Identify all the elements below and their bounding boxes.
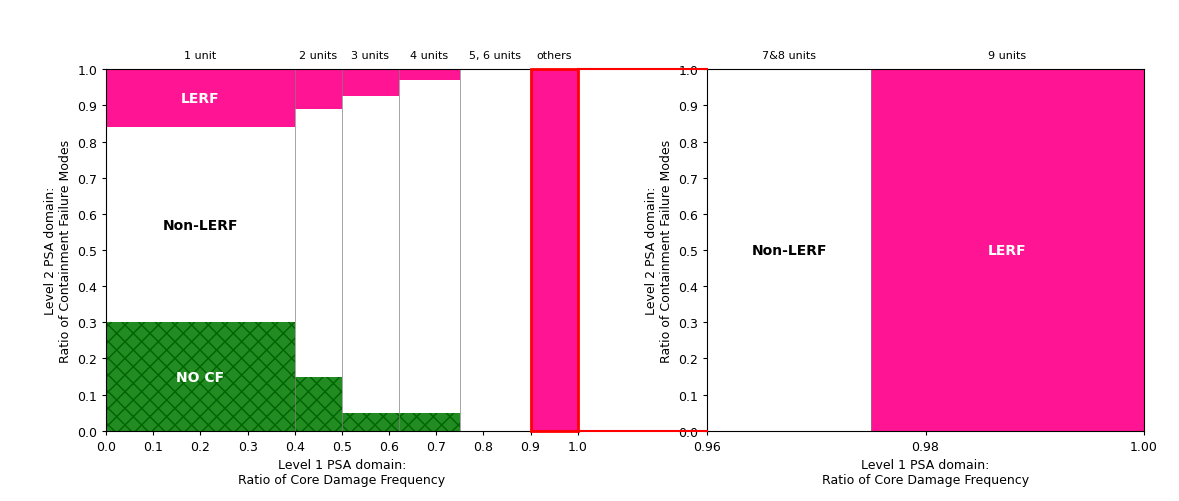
Bar bbox=[342, 70, 399, 431]
Bar bbox=[295, 377, 342, 431]
Bar bbox=[707, 70, 871, 431]
Text: others: others bbox=[536, 51, 572, 61]
Text: 9 units: 9 units bbox=[988, 51, 1027, 61]
Bar bbox=[399, 70, 460, 431]
Text: Non-LERF: Non-LERF bbox=[751, 243, 826, 258]
Text: 5, 6 units: 5, 6 units bbox=[469, 51, 521, 61]
Text: NO CF: NO CF bbox=[177, 370, 224, 384]
X-axis label: Level 1 PSA domain:
Ratio of Core Damage Frequency: Level 1 PSA domain: Ratio of Core Damage… bbox=[822, 458, 1029, 486]
Bar bbox=[531, 70, 578, 431]
Text: LERF: LERF bbox=[988, 243, 1027, 258]
Bar bbox=[295, 377, 342, 431]
Bar bbox=[342, 413, 399, 431]
Bar bbox=[106, 70, 295, 431]
Bar bbox=[531, 70, 578, 431]
Bar bbox=[531, 70, 578, 431]
Bar bbox=[106, 70, 295, 128]
Bar bbox=[871, 70, 1144, 431]
Text: 1 unit: 1 unit bbox=[184, 51, 217, 61]
Bar bbox=[399, 70, 460, 81]
Bar bbox=[460, 70, 531, 431]
Bar bbox=[295, 70, 342, 431]
Text: 3 units: 3 units bbox=[351, 51, 389, 61]
Bar bbox=[399, 413, 460, 431]
Bar bbox=[871, 70, 1144, 431]
Bar bbox=[295, 70, 342, 110]
Bar bbox=[106, 323, 295, 431]
Bar bbox=[399, 70, 460, 81]
Text: LERF: LERF bbox=[182, 92, 219, 106]
Text: 2 units: 2 units bbox=[299, 51, 337, 61]
Bar bbox=[342, 70, 399, 97]
Text: 7&8 units: 7&8 units bbox=[762, 51, 816, 61]
X-axis label: Level 1 PSA domain:
Ratio of Core Damage Frequency: Level 1 PSA domain: Ratio of Core Damage… bbox=[238, 458, 446, 486]
Bar bbox=[106, 70, 295, 128]
Text: 4 units: 4 units bbox=[410, 51, 448, 61]
Bar bbox=[342, 70, 399, 97]
Bar bbox=[106, 323, 295, 431]
Text: Non-LERF: Non-LERF bbox=[163, 218, 238, 232]
Bar bbox=[342, 413, 399, 431]
Bar bbox=[399, 413, 460, 431]
Bar bbox=[531, 70, 578, 431]
Bar bbox=[295, 70, 342, 110]
Y-axis label: Level 2 PSA domain:
Ratio of Containment Failure Modes: Level 2 PSA domain: Ratio of Containment… bbox=[44, 139, 72, 362]
Bar bbox=[871, 70, 1144, 431]
Y-axis label: Level 2 PSA domain:
Ratio of Containment Failure Modes: Level 2 PSA domain: Ratio of Containment… bbox=[645, 139, 673, 362]
